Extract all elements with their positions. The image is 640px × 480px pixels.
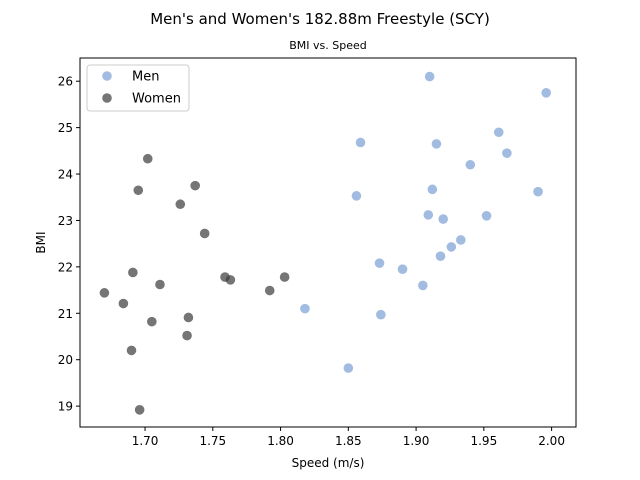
men-point [374, 258, 385, 268]
x-tick-label: 1.95 [470, 434, 497, 448]
legend: Men Women [86, 64, 190, 112]
legend-label-women: Women [132, 92, 181, 107]
legend-marker-men [102, 71, 112, 81]
men-point [481, 211, 492, 221]
men-point [465, 159, 476, 170]
women-point [134, 405, 145, 415]
x-tick-label: 1.80 [267, 434, 294, 448]
y-axis-label: BMI [34, 231, 48, 253]
y-tick-label: 24 [58, 168, 73, 182]
women-point [199, 228, 210, 239]
points-layer [99, 71, 551, 415]
women-point [182, 330, 192, 341]
women-point [133, 185, 144, 196]
plot-frame [79, 57, 577, 428]
men-point [351, 191, 362, 201]
women-point [190, 180, 200, 191]
women-point [264, 285, 275, 296]
men-point [502, 148, 512, 158]
women-point [142, 153, 153, 164]
men-point [446, 242, 457, 252]
legend-marker-women [102, 93, 112, 103]
chart-title: Men's and Women's 182.88m Freestyle (SCY… [150, 10, 490, 28]
men-point [376, 309, 386, 320]
women-point [225, 275, 236, 285]
x-tick-label: 1.85 [335, 434, 362, 448]
men-point [418, 280, 428, 291]
chart-subtitle: BMI vs. Speed [289, 39, 367, 52]
y-tick-label: 23 [58, 214, 73, 228]
y-tick-label: 20 [58, 353, 73, 367]
men-point [533, 186, 543, 197]
y-tick-label: 22 [58, 260, 73, 274]
y-tick-label: 25 [58, 121, 73, 135]
men-point [435, 251, 446, 261]
legend-box [86, 64, 190, 112]
women-point [126, 345, 137, 356]
men-point [431, 139, 442, 149]
men-point [438, 214, 448, 224]
y-tick-label: 19 [58, 400, 73, 414]
x-tick-label: 1.70 [132, 434, 159, 448]
y-tick-label: 21 [58, 307, 73, 321]
men-point [456, 235, 466, 245]
women-point [175, 199, 186, 210]
ticks-layer: 1.70 1.75 1.80 1.85 1.90 1.95 2.00 19 20 21 22 23 24… [58, 75, 565, 448]
men-point [493, 127, 504, 138]
men-point [355, 137, 366, 148]
women-point [128, 267, 138, 278]
men-point [300, 303, 310, 314]
men-point [427, 184, 438, 195]
x-axis-label: Speed (m/s) [292, 456, 365, 470]
women-point [279, 272, 290, 282]
legend-label-men: Men [132, 70, 159, 85]
women-point [99, 288, 110, 298]
women-point [118, 298, 129, 309]
women-point [183, 312, 194, 323]
women-point [147, 316, 157, 327]
x-tick-label: 1.90 [403, 434, 430, 448]
men-point [343, 363, 354, 373]
y-tick-label: 26 [58, 75, 73, 89]
men-point [424, 71, 435, 82]
men-point [397, 264, 408, 274]
men-point [541, 88, 551, 98]
men-point [423, 210, 434, 220]
women-point [155, 279, 165, 290]
x-tick-label: 2.00 [538, 434, 565, 448]
x-tick-label: 1.75 [199, 434, 226, 448]
